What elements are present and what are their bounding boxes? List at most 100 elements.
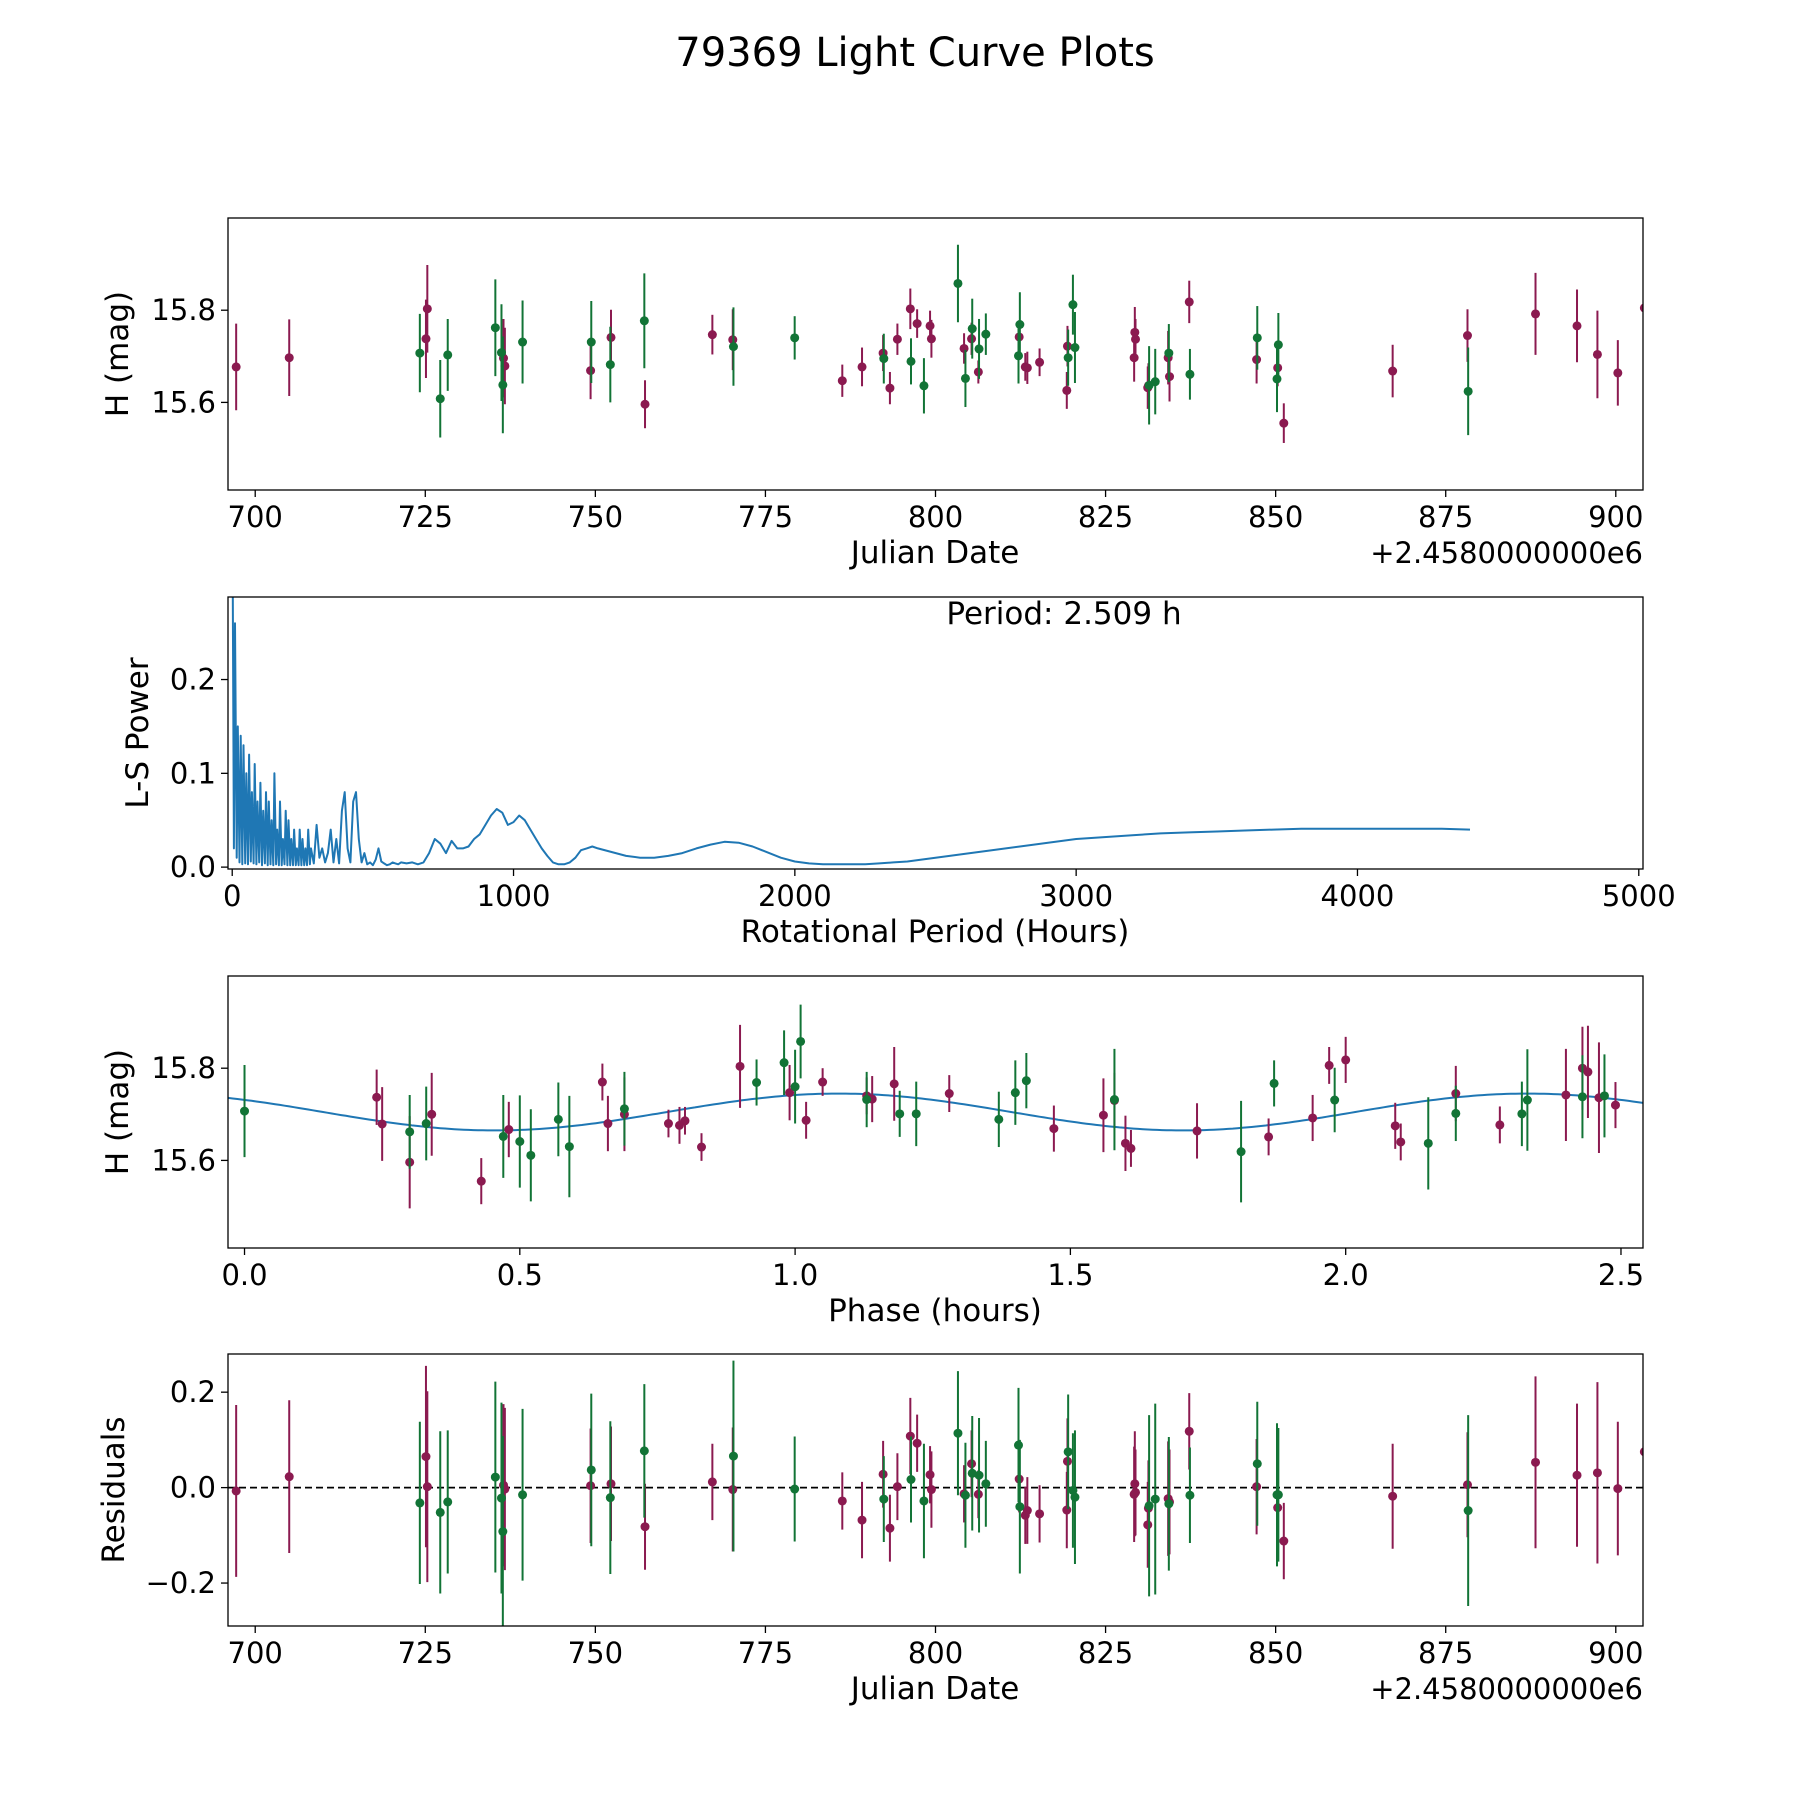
phase-folded-point xyxy=(1021,1076,1031,1086)
light-curve-point xyxy=(919,381,929,391)
periodogram-xlabel: Rotational Period (Hours) xyxy=(741,914,1130,950)
residuals-point xyxy=(857,1515,867,1525)
light-curve-point xyxy=(1531,309,1541,319)
residuals-x-offset: +2.4580000000e6 xyxy=(1370,1672,1643,1706)
light-curve-point xyxy=(905,304,915,314)
residuals-point xyxy=(435,1507,445,1517)
phase-folded-point xyxy=(680,1116,690,1126)
residuals-point xyxy=(1063,1447,1073,1457)
light-curve-point xyxy=(1185,369,1195,379)
light-curve-point xyxy=(640,399,650,409)
light-curve-point xyxy=(912,319,922,329)
light-curve-xtick-label: 700 xyxy=(228,500,283,534)
residuals-xtick-label: 800 xyxy=(908,1636,963,1670)
light-curve-point xyxy=(1150,377,1160,387)
residuals-ytick-label: 0.0 xyxy=(170,1471,216,1505)
light-curve-ylabel: H (mag) xyxy=(100,291,136,417)
light-curve-point xyxy=(1462,331,1472,341)
phase-folded-point xyxy=(1109,1095,1119,1105)
light-curve-point xyxy=(1572,321,1582,331)
phase-folded-point xyxy=(1010,1088,1020,1098)
residuals-point xyxy=(415,1498,425,1508)
residuals-point xyxy=(960,1490,970,1500)
light-curve-point xyxy=(885,383,895,393)
residuals-point xyxy=(1150,1494,1160,1504)
phase-folded-point xyxy=(790,1082,800,1092)
phase-folded-ytick-label: 15.8 xyxy=(151,1051,216,1085)
phase-folded-point xyxy=(1192,1126,1202,1136)
light-curve-point xyxy=(1035,357,1045,367)
phase-folded-point xyxy=(1330,1095,1340,1105)
light-curve-xtick-label: 825 xyxy=(1078,500,1133,534)
phase-folded-point xyxy=(1264,1132,1274,1142)
phase-folded-point xyxy=(1451,1108,1461,1118)
light-curve-point xyxy=(1068,300,1078,310)
light-curve-point xyxy=(790,333,800,343)
light-curve-point xyxy=(586,337,596,347)
phase-folded-point xyxy=(372,1092,382,1102)
residuals-xtick-label: 825 xyxy=(1078,1636,1133,1670)
light-curve-point xyxy=(857,362,867,372)
light-curve-xtick-label: 750 xyxy=(568,500,623,534)
residuals-point xyxy=(1531,1457,1541,1467)
residuals-point xyxy=(974,1470,984,1480)
phase-folded-ylabel: H (mag) xyxy=(100,1049,136,1175)
residuals-point xyxy=(1022,1506,1032,1516)
phase-folded-point xyxy=(421,1119,431,1129)
phase-folded-point xyxy=(1308,1113,1318,1123)
phase-folded-point xyxy=(895,1109,905,1119)
phase-folded-point xyxy=(1049,1124,1059,1134)
light-curve-point xyxy=(518,337,528,347)
light-curve-point xyxy=(707,330,717,340)
residuals-ytick-label: −0.2 xyxy=(146,1566,216,1600)
residuals-xtick-label: 850 xyxy=(1248,1636,1303,1670)
phase-folded-point xyxy=(1269,1078,1279,1088)
light-curve-point xyxy=(1013,351,1023,361)
periodogram-plot-area xyxy=(231,597,1471,867)
phase-folded-point xyxy=(1423,1138,1433,1148)
light-curve-point xyxy=(1592,349,1602,359)
periodogram-xtick-label: 2000 xyxy=(758,879,832,913)
light-curve-point xyxy=(1613,368,1623,378)
period-annotation: Period: 2.509 h xyxy=(946,596,1181,632)
light-curve-point xyxy=(1164,348,1174,358)
phase-folded-point xyxy=(796,1036,806,1046)
phase-folded-point xyxy=(1599,1091,1609,1101)
phase-folded-point xyxy=(603,1119,613,1129)
residuals-xtick-label: 700 xyxy=(228,1636,283,1670)
light-curve-point xyxy=(1062,385,1072,395)
phase-folded-frame xyxy=(227,975,1644,1249)
phase-folded-point xyxy=(564,1142,574,1152)
residuals-ytick-label: 0.2 xyxy=(170,1375,216,1409)
periodogram-panel: 0 1000 2000 3000 4000 5000 0.0 0.1 0.2 Period: 2… xyxy=(120,596,1676,950)
phase-folded-point xyxy=(801,1115,811,1125)
light-curve-point xyxy=(498,380,508,390)
light-curve-point xyxy=(1184,297,1194,307)
residuals-plot-area xyxy=(228,1360,1643,1626)
phase-folded-point xyxy=(1561,1090,1571,1100)
phase-folded-xtick-label: 1.0 xyxy=(772,1258,818,1292)
residuals-point xyxy=(879,1494,889,1504)
residuals-point xyxy=(919,1496,929,1506)
phase-folded-xlabel: Phase (hours) xyxy=(828,1293,1042,1329)
residuals-point xyxy=(284,1472,294,1482)
light-curve-point xyxy=(1022,363,1032,373)
light-curve-ytick-label: 15.6 xyxy=(151,385,216,419)
phase-folded-marks xyxy=(228,1004,1643,1209)
light-curve-point xyxy=(415,348,425,358)
phase-folded-xtick-label: 0.0 xyxy=(221,1258,267,1292)
residuals-point xyxy=(1572,1470,1582,1480)
residuals-point xyxy=(892,1482,902,1492)
phase-folded-point xyxy=(1396,1137,1406,1147)
light-curve-point xyxy=(1273,340,1283,350)
phase-folded-model-curve xyxy=(228,1092,1643,1132)
phase-folded-point xyxy=(1098,1110,1108,1120)
light-curve-point xyxy=(1131,334,1141,344)
light-curve-point xyxy=(1252,333,1262,343)
periodogram-frame xyxy=(227,596,1644,870)
residuals-point xyxy=(1164,1499,1174,1509)
residuals-point xyxy=(1279,1536,1289,1546)
light-curve-point xyxy=(906,356,916,366)
residuals-point xyxy=(1013,1440,1023,1450)
